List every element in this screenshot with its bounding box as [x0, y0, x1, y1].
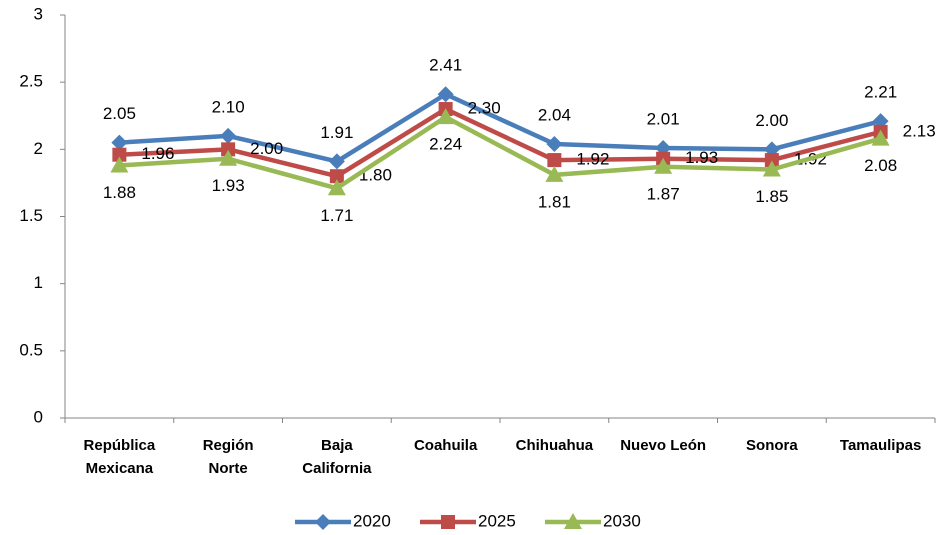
data-point: [654, 157, 673, 174]
data-label: 2.41: [429, 56, 462, 75]
x-tick-label: Baja California: [302, 437, 372, 477]
legend-label: 2020: [353, 511, 391, 530]
series-line: [119, 114, 882, 191]
x-tick-label: Coahuila: [413, 437, 478, 454]
legend-label: 2025: [478, 511, 516, 530]
data-point: [437, 86, 454, 103]
data-label: 2.10: [212, 97, 245, 116]
data-label: 1.92: [576, 150, 609, 169]
data-point: [546, 135, 563, 152]
data-label: 1.96: [141, 144, 174, 163]
x-tick-label: Tamaulipas: [839, 437, 922, 454]
data-point: [110, 156, 129, 173]
data-label: 2.24: [429, 135, 462, 154]
data-label: 1.85: [755, 187, 788, 206]
x-tick-label: Nuevo León: [620, 437, 707, 454]
data-point: [220, 127, 237, 144]
data-label: 2.05: [103, 104, 136, 123]
x-tick-label: Chihuahua: [515, 437, 594, 454]
data-label: 1.88: [103, 183, 136, 202]
data-label: 1.87: [647, 184, 680, 203]
data-label: 2.00: [250, 139, 283, 158]
data-label: 2.00: [755, 111, 788, 130]
data-label: 1.93: [212, 176, 245, 195]
y-tick-label: 2.5: [19, 72, 43, 91]
data-point: [111, 134, 128, 151]
y-tick-label: 2: [34, 139, 43, 158]
legend-marker: [441, 515, 455, 529]
data-point: [329, 169, 344, 184]
y-tick-label: 0.5: [19, 340, 43, 359]
data-point: [762, 160, 781, 177]
data-point: [219, 149, 238, 166]
data-point: [221, 142, 236, 157]
data-point: [764, 153, 779, 168]
data-label: 1.93: [685, 148, 718, 167]
data-point: [327, 179, 346, 196]
data-label: 1.71: [320, 206, 353, 225]
data-label: 2.21: [864, 83, 897, 102]
legend-label: 2030: [603, 511, 641, 530]
x-tick-label: República Mexicana: [83, 437, 156, 477]
data-label: 2.13: [903, 121, 936, 140]
data-label: 2.08: [864, 156, 897, 175]
data-label: 2.04: [538, 105, 571, 124]
legend-marker: [564, 513, 582, 529]
data-label: 1.91: [320, 123, 353, 142]
data-label: 2.30: [468, 99, 501, 118]
data-point: [112, 147, 127, 162]
x-tick-label: Sonora: [746, 437, 798, 454]
y-tick-label: 3: [34, 4, 43, 23]
data-point: [871, 129, 890, 146]
series-line: [119, 92, 882, 164]
y-tick-label: 1: [34, 273, 43, 292]
data-point: [547, 153, 562, 168]
y-tick-label: 0: [34, 407, 43, 426]
series-line: [119, 106, 882, 179]
data-point: [328, 153, 345, 170]
data-label: 2.01: [647, 109, 680, 128]
data-point: [436, 108, 455, 125]
y-tick-label: 1.5: [19, 206, 43, 225]
data-label: 1.81: [538, 192, 571, 211]
legend-marker: [315, 514, 331, 530]
data-point: [545, 165, 564, 182]
x-tick-label: Región Norte: [202, 437, 254, 477]
